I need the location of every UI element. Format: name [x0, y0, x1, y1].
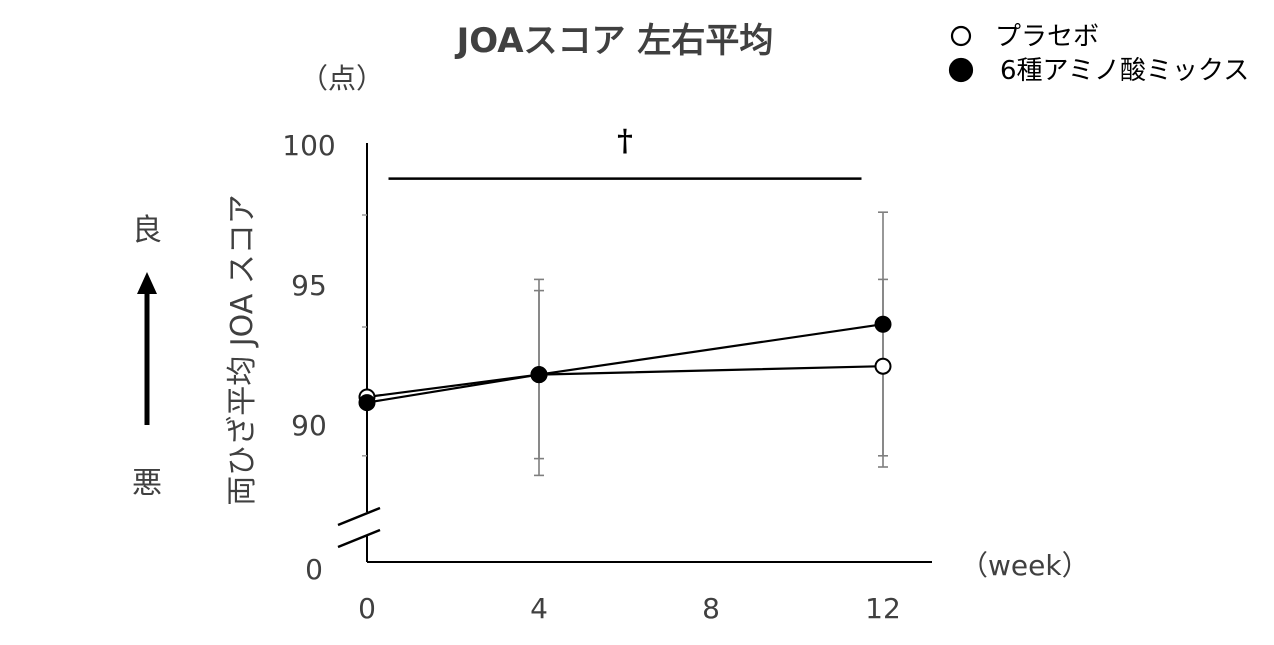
y-axis-label: 両ひざ平均 JOA スコア	[225, 194, 260, 506]
x-tick-label: 4	[530, 592, 548, 625]
axis-break-mark	[337, 528, 381, 549]
data-point-filled	[874, 315, 892, 333]
legend: プラセボ 6種アミノ酸ミックス	[948, 22, 1249, 86]
legend-marker-open	[950, 25, 972, 47]
data-point-filled	[530, 366, 548, 384]
x-tick-label: 0	[358, 592, 376, 625]
up-arrow-head	[137, 272, 157, 294]
y-tick-label: 90	[291, 409, 327, 442]
legend-label: 6種アミノ酸ミックス	[1000, 56, 1249, 86]
axis-break-mark	[337, 506, 381, 527]
legend-label: プラセボ	[995, 22, 1099, 52]
good-label: 良	[132, 213, 162, 248]
x-unit-label: （week）	[960, 549, 1090, 582]
y-tick-label: 100	[282, 129, 335, 162]
y-tick-label: 95	[291, 269, 327, 302]
series-line	[366, 323, 884, 404]
legend-marker-filled	[948, 57, 974, 83]
chart-title: JOAスコア 左右平均	[455, 21, 774, 61]
y-break-label: 0	[305, 553, 323, 586]
x-tick-label: 8	[702, 592, 720, 625]
series-line	[366, 365, 884, 399]
data-point-filled	[358, 394, 376, 412]
bad-label: 悪	[132, 466, 162, 501]
data-point-open	[874, 357, 892, 375]
y-unit-label: （点）	[300, 62, 384, 95]
x-tick-label: 12	[865, 592, 901, 625]
plot-area: 100 95 90 0 4 8 12 †	[137, 124, 932, 625]
significance-symbol: †	[617, 124, 633, 159]
